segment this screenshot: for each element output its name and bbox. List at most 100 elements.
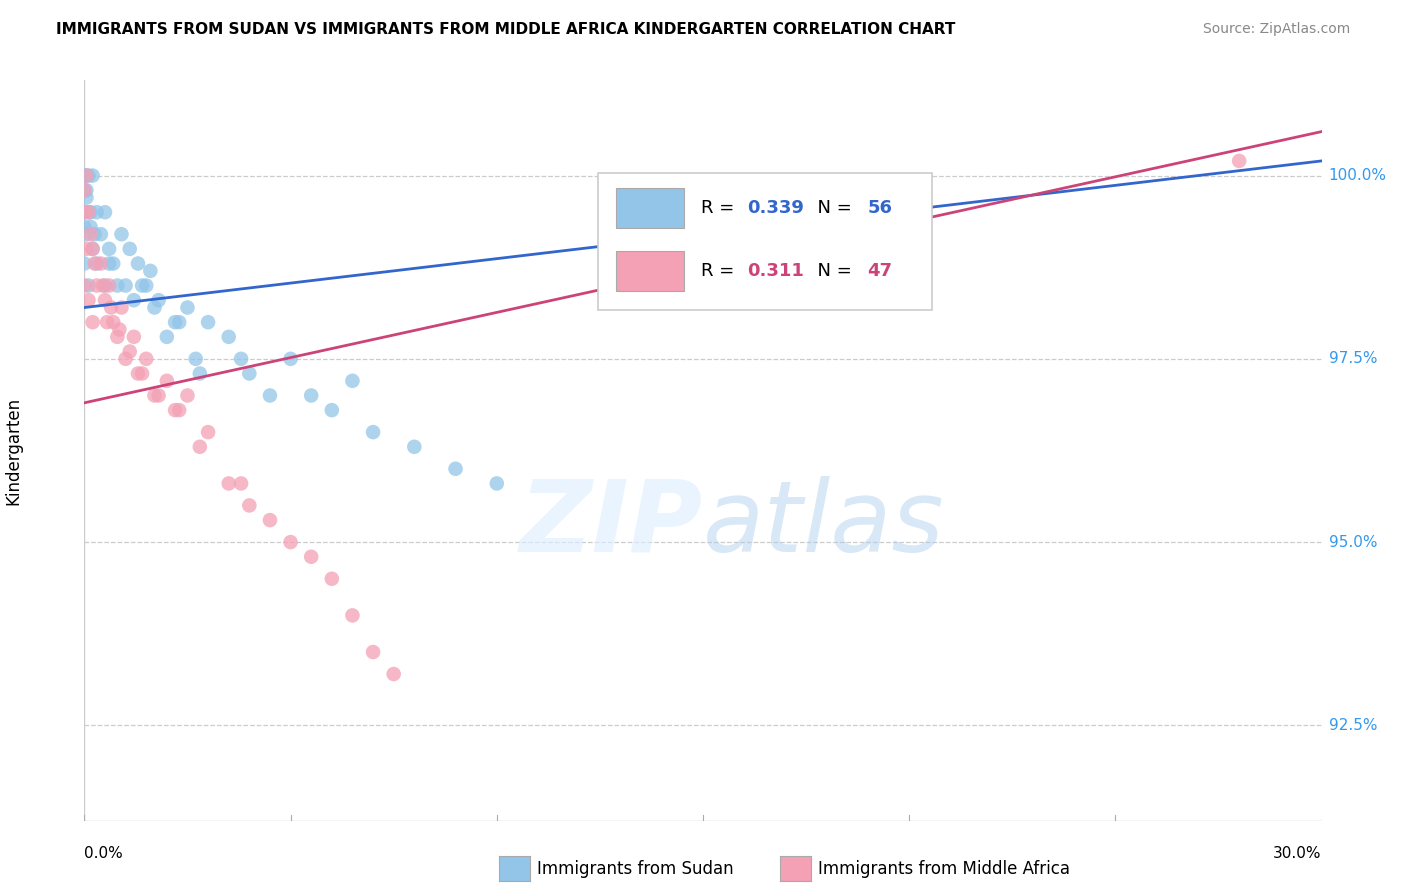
Point <box>485 476 508 491</box>
Point <box>148 388 170 402</box>
Point <box>82 242 104 256</box>
Point <box>122 293 145 308</box>
Point <box>1227 153 1250 168</box>
Point <box>135 278 157 293</box>
Point <box>342 608 364 623</box>
Point <box>73 205 96 219</box>
Point <box>94 205 117 219</box>
Point <box>103 315 125 329</box>
Point <box>184 351 207 366</box>
Point <box>105 330 128 344</box>
Point <box>108 322 131 336</box>
Point <box>127 256 149 270</box>
Point <box>148 293 170 308</box>
Text: N =: N = <box>806 261 858 279</box>
Point <box>143 388 166 402</box>
Point <box>94 293 117 308</box>
Point <box>361 425 384 439</box>
Point <box>77 169 100 183</box>
Point <box>188 367 211 381</box>
Text: 0.311: 0.311 <box>748 261 804 279</box>
Point <box>96 315 118 329</box>
Point <box>100 301 122 315</box>
Point <box>79 205 101 219</box>
Point <box>75 169 97 183</box>
Point <box>299 549 322 564</box>
Text: IMMIGRANTS FROM SUDAN VS IMMIGRANTS FROM MIDDLE AFRICA KINDERGARTEN CORRELATION : IMMIGRANTS FROM SUDAN VS IMMIGRANTS FROM… <box>56 22 956 37</box>
Point <box>75 169 97 183</box>
FancyBboxPatch shape <box>616 251 685 292</box>
Point <box>131 367 153 381</box>
Point <box>176 301 198 315</box>
Point <box>167 403 190 417</box>
Text: 30.0%: 30.0% <box>1274 847 1322 862</box>
Point <box>73 183 96 197</box>
Text: R =: R = <box>700 199 740 217</box>
Point <box>259 388 281 402</box>
Point <box>238 499 260 513</box>
Point <box>90 227 112 242</box>
Point <box>75 242 97 256</box>
Point <box>156 330 179 344</box>
Point <box>131 278 153 293</box>
FancyBboxPatch shape <box>598 173 932 310</box>
Point <box>90 256 112 270</box>
Point <box>73 183 96 197</box>
Point <box>73 205 96 219</box>
Point <box>73 169 96 183</box>
Point <box>77 293 100 308</box>
Point <box>73 256 96 270</box>
Point <box>98 256 121 270</box>
Point <box>143 301 166 315</box>
Text: N =: N = <box>806 199 858 217</box>
Text: 0.339: 0.339 <box>748 199 804 217</box>
Point <box>444 462 467 476</box>
Point <box>127 367 149 381</box>
Point <box>103 256 125 270</box>
Point <box>197 425 219 439</box>
Point <box>75 227 97 242</box>
Point <box>229 476 252 491</box>
Point <box>75 183 97 197</box>
Point <box>321 572 343 586</box>
Point <box>75 190 97 204</box>
Text: 92.5%: 92.5% <box>1329 718 1376 733</box>
Point <box>259 513 281 527</box>
Text: 97.5%: 97.5% <box>1329 351 1376 367</box>
Point <box>110 301 132 315</box>
Text: Immigrants from Sudan: Immigrants from Sudan <box>537 860 734 878</box>
Point <box>197 315 219 329</box>
Text: Source: ZipAtlas.com: Source: ZipAtlas.com <box>1202 22 1350 37</box>
Point <box>83 227 105 242</box>
Point <box>98 242 121 256</box>
Point <box>299 388 322 402</box>
Point <box>165 315 187 329</box>
Point <box>86 278 108 293</box>
Point <box>79 219 101 234</box>
Point <box>118 344 141 359</box>
Point <box>73 169 96 183</box>
Point <box>83 256 105 270</box>
Point <box>122 330 145 344</box>
Point <box>404 440 426 454</box>
Point <box>94 278 117 293</box>
Point <box>176 388 198 402</box>
Point <box>218 476 240 491</box>
Point <box>82 169 104 183</box>
Point <box>110 227 132 242</box>
Point <box>82 242 104 256</box>
Point <box>98 278 121 293</box>
Text: ZIP: ZIP <box>520 476 703 573</box>
Point <box>342 374 364 388</box>
Text: atlas: atlas <box>703 476 945 573</box>
Point <box>156 374 179 388</box>
Point <box>361 645 384 659</box>
Point <box>139 264 162 278</box>
Point <box>167 315 190 329</box>
Text: 56: 56 <box>868 199 893 217</box>
Point <box>82 315 104 329</box>
Point <box>105 278 128 293</box>
Point <box>382 667 405 681</box>
Point <box>77 205 100 219</box>
Point <box>73 219 96 234</box>
